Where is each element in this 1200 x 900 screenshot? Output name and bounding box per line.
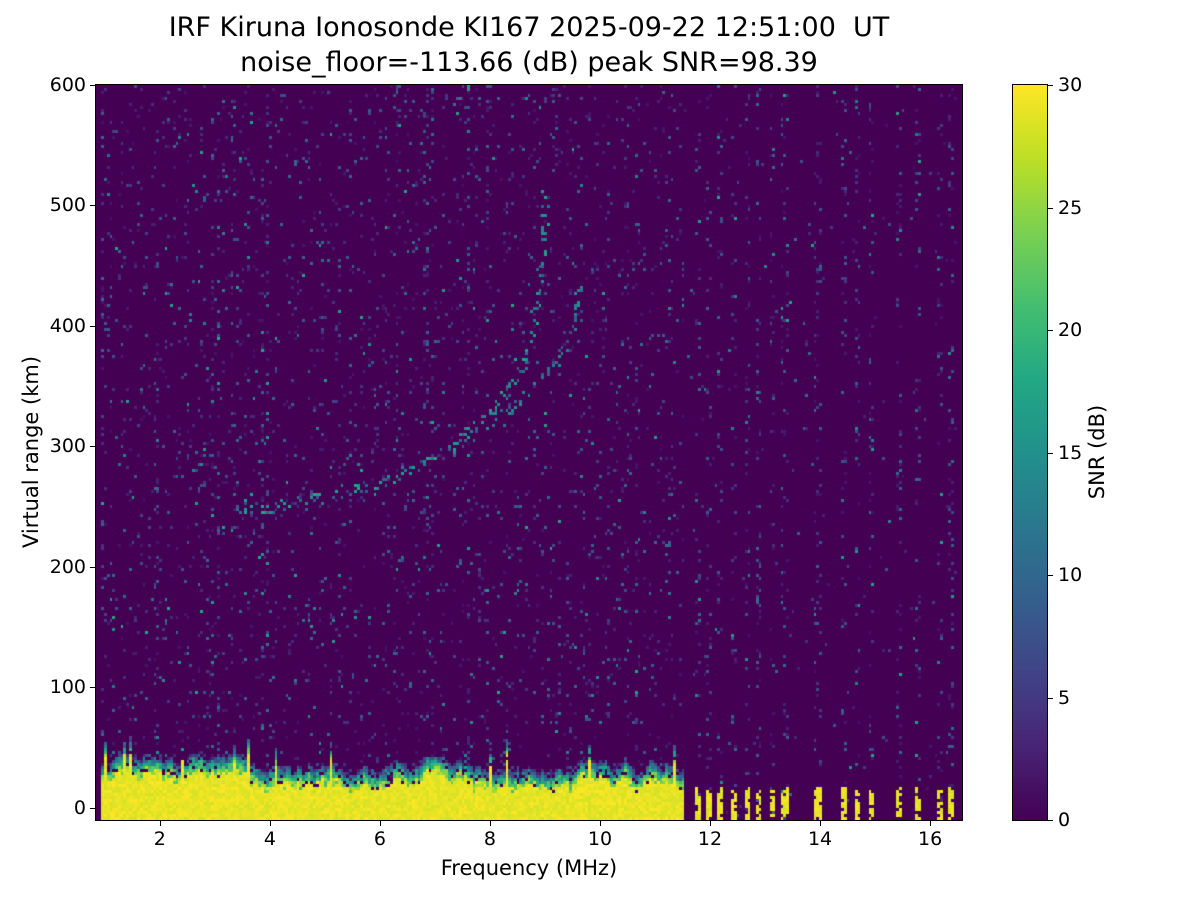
- colorbar-canvas: [1013, 85, 1047, 820]
- title-block: IRF Kiruna Ionosonde KI167 2025-09-22 12…: [96, 10, 962, 80]
- colorbar-tick-label: 20: [1058, 319, 1083, 341]
- y-tick-mark: [90, 687, 95, 689]
- colorbar-tick-label: 0: [1058, 809, 1071, 831]
- x-tick-mark: [379, 821, 381, 826]
- y-tick-mark: [90, 566, 95, 568]
- colorbar-tick-label: 10: [1058, 564, 1083, 586]
- x-tick-mark: [599, 821, 601, 826]
- y-tick-label: 200: [49, 555, 86, 578]
- y-tick-label: 600: [49, 74, 86, 96]
- plot-title: IRF Kiruna Ionosonde KI167 2025-09-22 12…: [168, 12, 890, 43]
- colorbar-tick-mark: [1048, 330, 1053, 331]
- colorbar-tick-mark: [1048, 85, 1053, 86]
- colorbar-tick-mark: [1048, 697, 1053, 699]
- colorbar-tick-label: 25: [1058, 196, 1083, 219]
- x-tick-mark: [820, 821, 822, 826]
- x-tick-label: 16: [917, 828, 943, 850]
- y-tick-mark: [90, 807, 95, 809]
- x-tick-mark: [159, 821, 161, 826]
- plot-subtitle: noise_floor=-113.66 (dB) peak SNR=98.39: [240, 47, 818, 78]
- y-tick-mark: [90, 325, 95, 327]
- y-tick-label: 100: [49, 676, 86, 699]
- y-tick-label: 400: [49, 314, 86, 337]
- x-tick-label: 8: [483, 828, 496, 850]
- colorbar: [1012, 84, 1048, 821]
- y-tick-mark: [90, 446, 95, 448]
- colorbar-tick-label: 15: [1058, 441, 1083, 464]
- x-axis-label: Frequency (MHz): [440, 856, 618, 880]
- x-tick-mark: [489, 821, 491, 826]
- y-tick-label: 0: [73, 796, 86, 819]
- x-tick-label: 14: [807, 828, 833, 850]
- x-tick-mark: [930, 821, 932, 826]
- y-tick-mark: [90, 205, 95, 207]
- colorbar-tick-mark: [1048, 452, 1053, 454]
- colorbar-label: SNR (dB): [1085, 404, 1109, 500]
- colorbar-tick-mark: [1048, 820, 1053, 821]
- x-tick-label: 4: [263, 828, 276, 850]
- y-tick-mark: [90, 85, 95, 86]
- colorbar-tick-label: 30: [1058, 74, 1083, 96]
- x-tick-label: 12: [697, 828, 723, 850]
- y-tick-label: 500: [49, 194, 86, 217]
- plot-area: [95, 84, 963, 821]
- y-tick-label: 300: [49, 435, 86, 458]
- x-tick-label: 2: [153, 828, 166, 850]
- heatmap-canvas: [96, 85, 962, 820]
- x-tick-mark: [269, 821, 271, 826]
- x-tick-label: 6: [373, 828, 386, 850]
- x-tick-label: 10: [587, 828, 613, 850]
- colorbar-tick-mark: [1048, 207, 1053, 209]
- x-tick-mark: [710, 821, 711, 826]
- colorbar-tick-mark: [1048, 575, 1053, 576]
- colorbar-tick-label: 5: [1058, 686, 1071, 709]
